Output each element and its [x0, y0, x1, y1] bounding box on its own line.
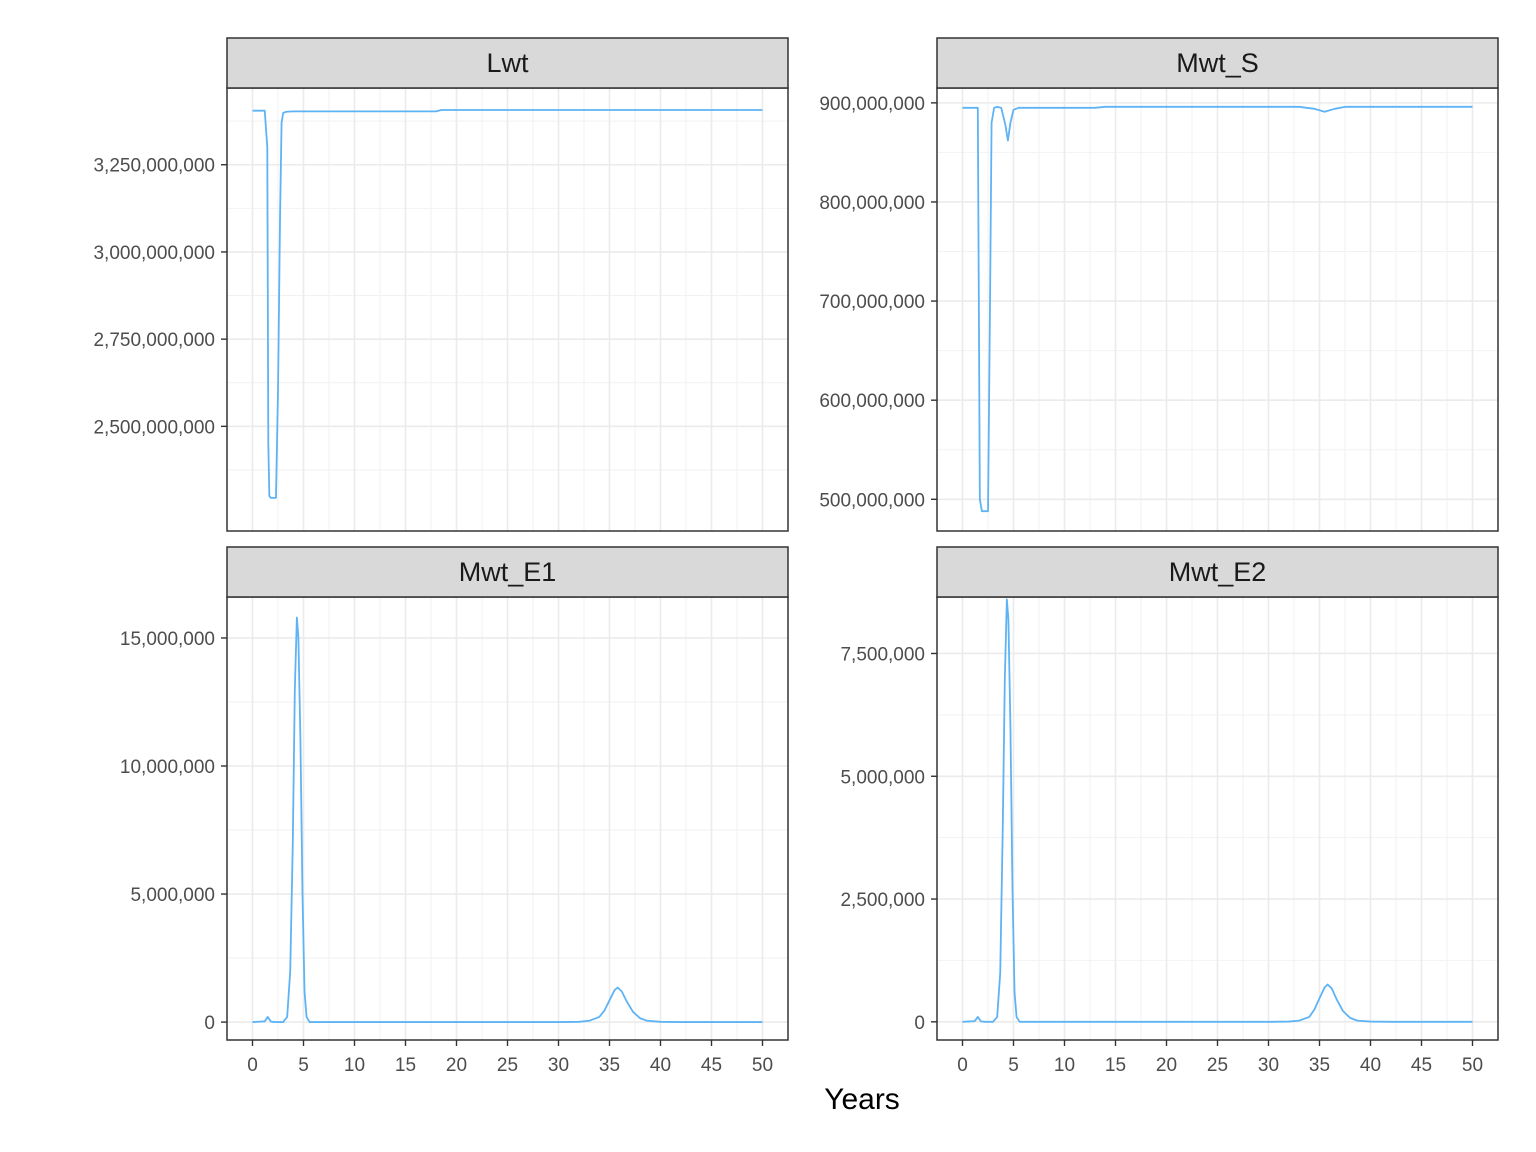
y-tick-label: 700,000,000: [819, 292, 925, 313]
facet-strip: [226, 37, 789, 89]
x-tick-label: 25: [1207, 1055, 1228, 1076]
y-tick-label: 2,500,000: [840, 890, 925, 911]
x-tick-label: 30: [1258, 1055, 1279, 1076]
x-tick-label: 10: [1054, 1055, 1075, 1076]
facet-strip: [226, 546, 789, 598]
x-tick-label: 35: [599, 1055, 620, 1076]
y-tick-label: 0: [204, 1013, 215, 1034]
y-tick-label: 2,500,000,000: [93, 417, 215, 438]
x-tick-label: 50: [1462, 1055, 1483, 1076]
series-line-1: [252, 109, 763, 499]
y-tick-label: 900,000,000: [819, 94, 925, 115]
series-line-1: [962, 598, 1473, 1023]
x-tick-label: 20: [1156, 1055, 1177, 1076]
x-tick-label: 0: [957, 1055, 968, 1076]
facet-strip-label: Mwt_E1: [459, 557, 557, 587]
x-tick-label: 35: [1309, 1055, 1330, 1076]
facet-strip: [936, 546, 1499, 598]
y-tick-label: 3,000,000,000: [93, 243, 215, 264]
facet-panel-1: Lwt 2,500,000,000 2,750,000,000 3,000,000,0…: [93, 37, 789, 532]
x-tick-label: 0: [247, 1055, 258, 1076]
x-tick-label: 10: [344, 1055, 365, 1076]
series-line-1: [962, 105, 1473, 513]
x-tick-label: 5: [1008, 1055, 1019, 1076]
facet-panel-4: Mwt_E2 0 2,500,000 5,000,000 7,500,000 0 5 10 15…: [840, 546, 1499, 1076]
y-tick-label: 800,000,000: [819, 193, 925, 214]
x-tick-label: 45: [701, 1055, 722, 1076]
y-tick-label: 15,000,000: [120, 629, 215, 650]
x-tick-label: 20: [446, 1055, 467, 1076]
y-tick-label: 500,000,000: [819, 490, 925, 511]
x-axis-label: Years: [824, 1083, 900, 1116]
x-tick-label: 45: [1411, 1055, 1432, 1076]
y-tick-label: 7,500,000: [840, 644, 925, 665]
x-tick-label: 30: [548, 1055, 569, 1076]
x-tick-label: 5: [298, 1055, 309, 1076]
y-tick-label: 600,000,000: [819, 391, 925, 412]
facet-strip-label: Lwt: [486, 48, 529, 78]
y-tick-label: 5,000,000: [130, 885, 215, 906]
series-line-1: [252, 616, 763, 1023]
x-tick-label: 15: [1105, 1055, 1126, 1076]
y-tick-label: 2,750,000,000: [93, 330, 215, 351]
facet-strip-label: Mwt_E2: [1169, 557, 1267, 587]
facet-panel-2: Mwt_S 500,000,000 600,000,000 700,000,000 80…: [819, 37, 1499, 532]
x-tick-label: 15: [395, 1055, 416, 1076]
y-tick-label: 10,000,000: [120, 757, 215, 778]
facet-strip-label: Mwt_S: [1176, 48, 1259, 78]
x-tick-label: 40: [1360, 1055, 1381, 1076]
y-tick-label: 5,000,000: [840, 767, 925, 788]
y-tick-label: 3,250,000,000: [93, 156, 215, 177]
x-tick-label: 40: [650, 1055, 671, 1076]
x-tick-label: 25: [497, 1055, 518, 1076]
x-tick-label: 50: [752, 1055, 773, 1076]
y-tick-label: 0: [914, 1013, 925, 1034]
facet-strip: [936, 37, 1499, 89]
facet-panel-3: Mwt_E1 0 5,000,000 10,000,000 15,000,000 0 5 10…: [120, 546, 789, 1076]
facet-panels: Lwt 2,500,000,000 2,750,000,000 3,000,000,0…: [93, 37, 1499, 1076]
